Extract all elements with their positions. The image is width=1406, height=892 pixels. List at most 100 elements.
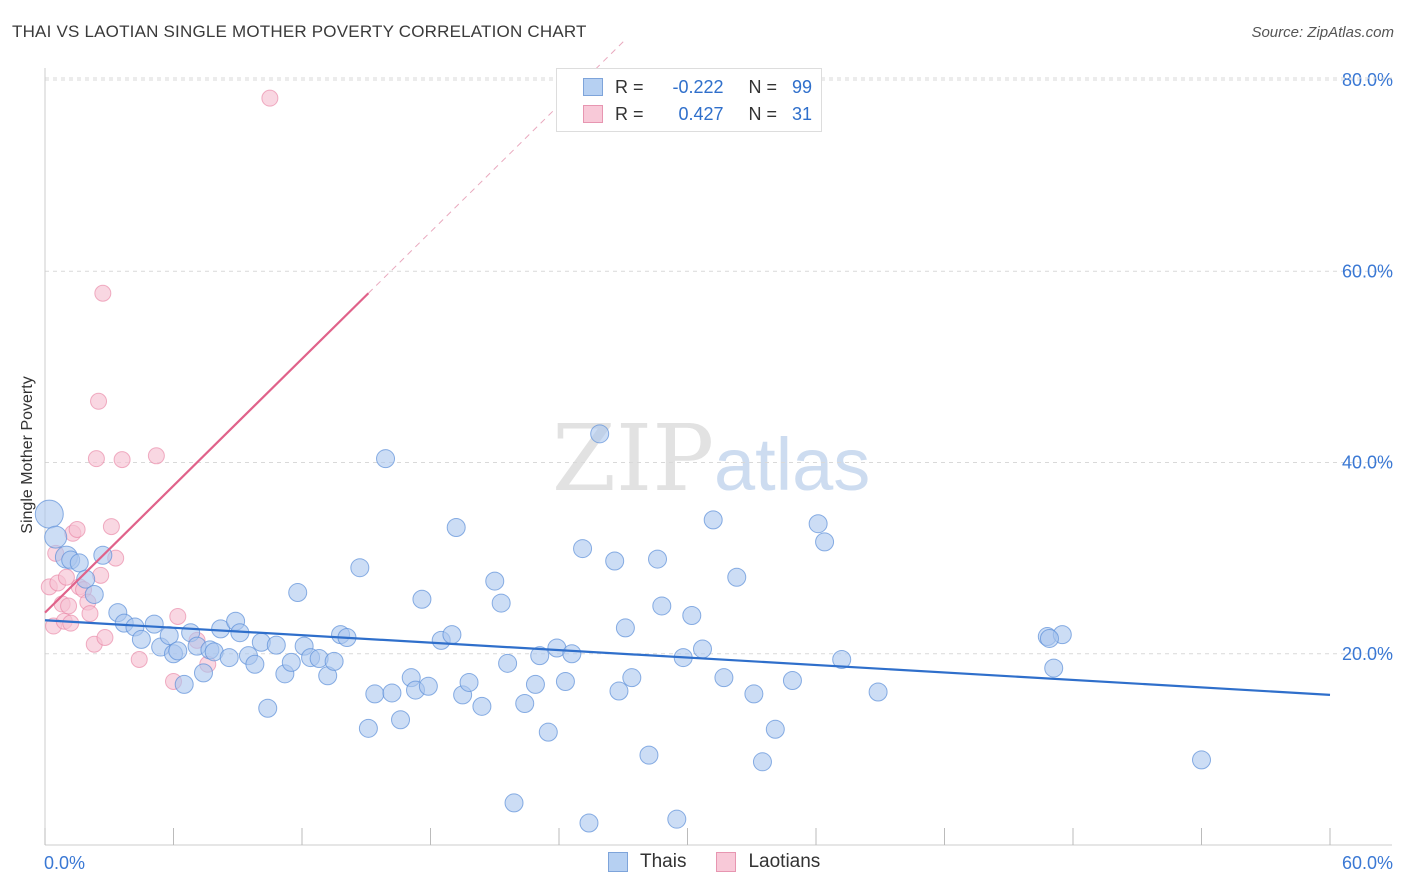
thais-point (652, 596, 672, 616)
thais-point (868, 682, 888, 702)
thais-point (752, 752, 772, 772)
thais-point (174, 674, 194, 694)
legend-item-laotians: Laotians (716, 851, 820, 873)
thais-point (258, 698, 278, 718)
thais-point (525, 674, 545, 694)
laotians-swatch (583, 105, 603, 123)
thais-point (144, 614, 164, 634)
thais-point (782, 671, 802, 691)
laotians-point (57, 568, 75, 586)
thais-point (365, 684, 385, 704)
laotians-swatch (716, 852, 737, 872)
thais-point (459, 672, 479, 692)
legend-row-laotians: R = 0.427 N = 31 (583, 102, 812, 126)
y-tick-label: 40.0% (1342, 453, 1393, 473)
thais-point (76, 569, 96, 589)
thais-point (382, 683, 402, 703)
laotians-point (81, 605, 99, 623)
laotians-point (90, 392, 108, 410)
watermark-zip: ZIP (552, 405, 714, 512)
thais-point (648, 549, 668, 569)
correlation-legend: R = -0.222 N = 99 R = 0.427 N = 31 (556, 68, 822, 132)
laotians-point (130, 650, 148, 668)
thais-swatch (608, 852, 628, 872)
y-tick-label: 20.0% (1342, 644, 1393, 664)
laotians-point (60, 597, 78, 615)
legend-r-label: R = (615, 76, 644, 97)
laotians-point (68, 520, 86, 538)
thais-point (609, 681, 629, 701)
thais-point (168, 641, 188, 661)
legend-n-value: 31 (792, 103, 813, 124)
thais-point (573, 539, 593, 559)
thais-point (667, 809, 687, 829)
laotians-trend-line (44, 292, 370, 614)
thais-point (376, 449, 396, 469)
laotians-point (261, 89, 279, 107)
thais-point (615, 618, 635, 638)
laotians-point (169, 607, 187, 625)
legend-r-value: 0.427 (678, 103, 724, 124)
thais-point (358, 718, 378, 738)
thais-point (412, 589, 432, 609)
thais-point (219, 648, 239, 668)
thais-point (193, 663, 213, 683)
legend-item-thais: Thais (608, 851, 686, 873)
thais-point (832, 649, 852, 669)
thais-point (605, 551, 625, 571)
thais-point (472, 696, 492, 716)
legend-r-value: -0.222 (672, 76, 724, 97)
thais-point (555, 671, 575, 691)
thais-point (682, 606, 702, 625)
x-tick-label: 60.0% (1342, 853, 1393, 873)
thais-point (590, 424, 610, 444)
thais-swatch (583, 78, 603, 96)
legend-label-laotians: Laotians (748, 851, 821, 872)
thais-point (1044, 658, 1064, 678)
thais-point (530, 646, 550, 666)
thais-trend-line (44, 619, 1331, 696)
thais-point (44, 525, 68, 549)
thais-point (245, 654, 265, 674)
thais-point (727, 567, 747, 587)
laotians-point (96, 628, 114, 646)
thais-point (391, 710, 411, 730)
thais-point (69, 553, 89, 573)
watermark-atlas: atlas (714, 423, 870, 506)
thais-point (639, 745, 659, 765)
laotians-point (102, 518, 120, 536)
series-legend: Thais Laotians (608, 851, 850, 873)
thais-point (288, 583, 308, 603)
thais-point (446, 518, 466, 538)
thais-point (765, 719, 785, 739)
thais-point (281, 652, 301, 672)
thais-point (442, 625, 462, 645)
y-tick-label: 60.0% (1342, 261, 1393, 281)
legend-n-label: N = (748, 103, 778, 124)
thais-point (84, 584, 104, 604)
thais-point (562, 644, 582, 664)
legend-r-label: R = (615, 103, 644, 124)
thais-point (504, 793, 524, 813)
laotians-point (94, 284, 112, 302)
legend-row-thais: R = -0.222 N = 99 (583, 75, 812, 99)
laotians-point (113, 451, 131, 469)
thais-point (131, 629, 151, 649)
legend-n-value: 99 (792, 76, 813, 97)
legend-label-thais: Thais (640, 851, 687, 872)
chart-title: THAI VS LAOTIAN SINGLE MOTHER POVERTY CO… (12, 22, 587, 41)
thais-point (34, 499, 64, 529)
legend-n-label: N = (748, 76, 778, 97)
thais-point (815, 532, 835, 552)
thais-point (485, 571, 505, 591)
thais-point (350, 558, 370, 578)
thais-point (1192, 750, 1211, 770)
chart-source: Source: ZipAtlas.com (1251, 24, 1394, 41)
thais-point (579, 813, 599, 833)
thais-point (515, 693, 535, 713)
laotians-point (92, 566, 110, 584)
thais-point (418, 676, 438, 696)
x-tick-label: 0.0% (44, 853, 85, 873)
thais-point (703, 510, 723, 530)
